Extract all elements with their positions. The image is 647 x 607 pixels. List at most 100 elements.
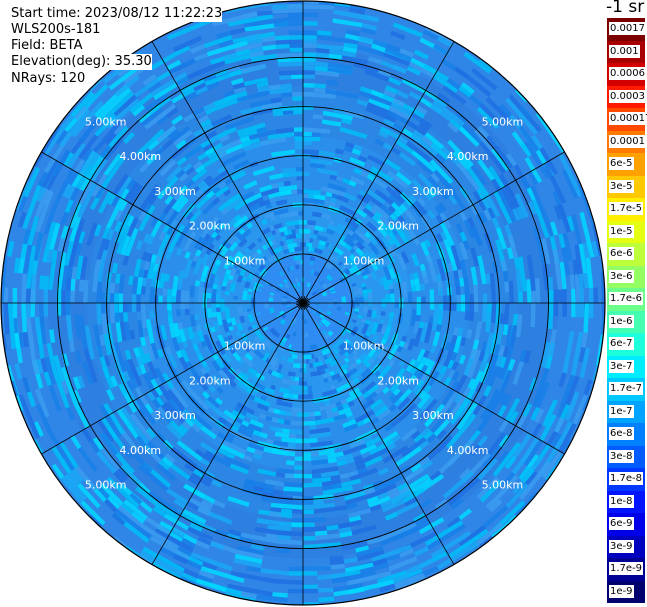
backscatter-cell — [332, 583, 364, 593]
backscatter-cell — [374, 211, 383, 219]
range-ring-label: 4.00km — [120, 150, 162, 163]
backscatter-cell — [72, 389, 82, 404]
backscatter-cell — [380, 526, 419, 546]
backscatter-cell — [374, 405, 389, 418]
azimuth-spoke — [41, 302, 304, 455]
backscatter-cell — [413, 200, 428, 216]
backscatter-cell — [398, 222, 414, 242]
backscatter-cell — [356, 99, 369, 107]
backscatter-cell — [269, 197, 276, 204]
backscatter-cell — [303, 228, 307, 234]
colorbar-tick-label: 6e-7 — [609, 337, 634, 350]
backscatter-cell — [520, 142, 532, 157]
backscatter-cell — [303, 149, 320, 155]
backscatter-cell — [326, 310, 332, 316]
backscatter-cell — [138, 268, 145, 278]
backscatter-cell — [370, 322, 379, 335]
backscatter-cell — [182, 408, 192, 418]
backscatter-cell — [400, 251, 408, 259]
backscatter-cell — [322, 110, 354, 121]
backscatter-cell — [336, 306, 342, 312]
backscatter-cell — [449, 342, 456, 352]
backscatter-cell — [454, 66, 469, 79]
backscatter-cell — [289, 171, 310, 177]
backscatter-cell — [249, 419, 264, 429]
backscatter-cell — [116, 125, 129, 139]
backscatter-cell — [214, 185, 229, 198]
backscatter-cell — [77, 483, 101, 509]
backscatter-cell — [135, 355, 144, 367]
backscatter-cell — [263, 386, 271, 393]
backscatter-cell — [92, 269, 99, 293]
backscatter-cell — [310, 158, 334, 166]
backscatter-cell — [246, 278, 252, 283]
backscatter-cell — [124, 349, 132, 361]
backscatter-cell — [217, 416, 227, 425]
backscatter-cell — [566, 215, 576, 232]
backscatter-cell — [345, 233, 356, 242]
backscatter-cell — [307, 385, 313, 391]
backscatter-cell — [176, 350, 183, 359]
range-ring-label: 2.00km — [189, 220, 231, 233]
backscatter-cell — [522, 403, 533, 417]
colorbar-tick-label: 3e-5 — [609, 179, 634, 193]
backscatter-cell — [270, 97, 282, 104]
backscatter-cell — [532, 367, 550, 407]
backscatter-cell — [307, 389, 313, 395]
backscatter-cell — [158, 295, 163, 303]
backscatter-cell — [470, 164, 488, 186]
backscatter-cell — [443, 376, 452, 387]
backscatter-cell — [352, 349, 359, 356]
backscatter-cell — [388, 392, 397, 401]
backscatter-cell — [307, 287, 311, 293]
backscatter-cell — [21, 273, 28, 303]
backscatter-cell — [191, 167, 208, 183]
backscatter-cell — [109, 303, 115, 324]
backscatter-cell — [446, 246, 458, 272]
backscatter-cell — [385, 185, 406, 204]
range-ring-label: 4.00km — [120, 444, 162, 457]
range-ring-label: 2.00km — [189, 374, 231, 387]
backscatter-cell — [297, 394, 314, 400]
backscatter-cell — [76, 375, 86, 389]
backscatter-cell — [401, 427, 418, 442]
backscatter-cell — [292, 331, 297, 337]
backscatter-cell — [345, 562, 374, 573]
backscatter-cell — [345, 491, 378, 506]
backscatter-cell — [303, 584, 318, 590]
backscatter-cell — [348, 219, 360, 229]
backscatter-cell — [278, 184, 298, 192]
backscatter-cell — [303, 127, 331, 134]
backscatter-cell — [221, 151, 247, 167]
backscatter-cell — [351, 319, 357, 324]
backscatter-cell — [428, 260, 438, 283]
range-ring-label: 3.00km — [412, 409, 454, 422]
backscatter-cell — [143, 233, 151, 244]
backscatter-cell — [43, 275, 50, 290]
backscatter-cell — [327, 62, 354, 71]
backscatter-cell — [497, 188, 517, 223]
backscatter-cell — [170, 463, 191, 481]
backscatter-cell — [201, 201, 215, 215]
backscatter-cell — [318, 449, 335, 456]
backscatter-cell — [466, 413, 477, 425]
backscatter-cell — [171, 93, 185, 104]
backscatter-cell — [349, 467, 379, 482]
backscatter-cell — [185, 360, 201, 381]
backscatter-cell — [412, 385, 421, 395]
backscatter-cell — [141, 251, 149, 261]
colorbar-tick-label: 1.7e-9 — [609, 562, 644, 575]
backscatter-cell — [329, 555, 344, 562]
backscatter-cell — [273, 207, 289, 216]
backscatter-cell — [417, 197, 426, 207]
backscatter-cell — [288, 16, 303, 22]
backscatter-cell — [164, 273, 170, 282]
backscatter-cell — [424, 417, 434, 428]
backscatter-cell — [189, 522, 203, 533]
backscatter-cell — [235, 269, 241, 275]
backscatter-cell — [327, 66, 353, 75]
backscatter-cell — [322, 372, 332, 379]
backscatter-cell — [329, 359, 338, 367]
backscatter-cell — [193, 209, 202, 218]
backscatter-cell — [81, 361, 94, 386]
